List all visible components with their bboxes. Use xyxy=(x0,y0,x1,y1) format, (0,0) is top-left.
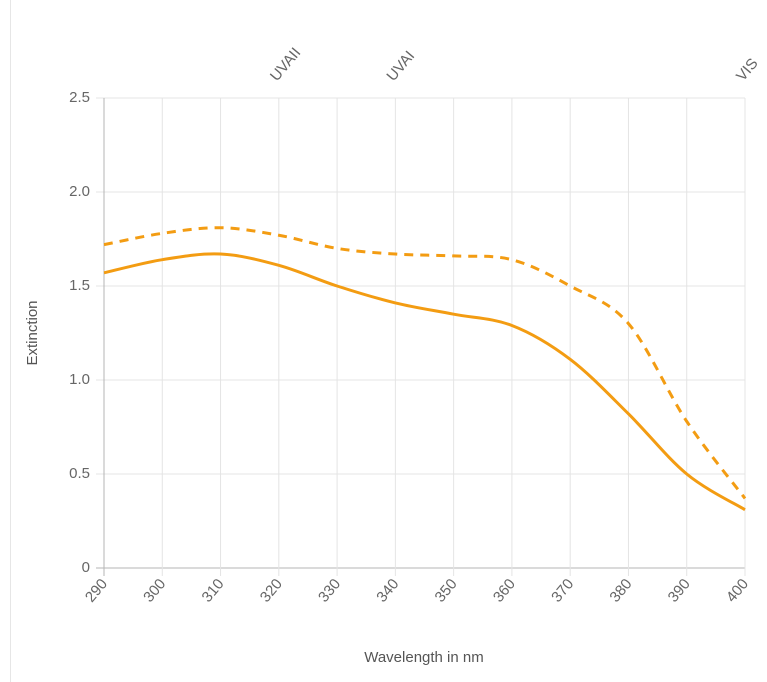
x-axis-ticks: 290 300 310 320 330 340 350 360 370 380 390 400 xyxy=(82,576,752,606)
y-tick-label: 1.5 xyxy=(69,277,90,294)
x-tick-label: 330 xyxy=(315,576,344,606)
x-tick-label: 380 xyxy=(606,576,635,606)
x-tick-label: 350 xyxy=(432,576,461,606)
y-tick-label: 1.0 xyxy=(69,371,90,388)
series-line-dashed xyxy=(103,226,747,500)
band-label: UVAI xyxy=(383,48,418,85)
y-tick-label: 2.5 xyxy=(69,89,90,106)
y-axis-ticks: 0 0.5 1.0 1.5 2.0 2.5 xyxy=(69,89,90,576)
y-tick-label: 2.0 xyxy=(69,183,90,200)
grid xyxy=(96,97,746,576)
x-tick-label: 320 xyxy=(257,576,286,606)
x-tick-label: 370 xyxy=(548,576,577,606)
x-tick-label: 360 xyxy=(490,576,519,606)
x-axis-title: Wavelength in nm xyxy=(364,649,484,666)
panel-border xyxy=(10,0,11,682)
series-lines xyxy=(103,226,747,512)
band-label: VIS xyxy=(733,55,762,84)
x-tick-label: 400 xyxy=(723,576,752,606)
x-tick-label: 300 xyxy=(140,576,169,606)
y-tick-label: 0 xyxy=(82,559,90,576)
x-tick-label: 310 xyxy=(198,576,227,606)
y-axis-title: Extinction xyxy=(24,300,41,365)
band-label: UVAII xyxy=(267,44,304,84)
series-line-solid xyxy=(103,252,746,512)
band-labels: UVAII UVAI VIS xyxy=(267,44,762,84)
x-tick-label: 340 xyxy=(373,576,402,606)
x-tick-label: 390 xyxy=(665,576,694,606)
y-tick-label: 0.5 xyxy=(69,465,90,482)
x-tick-label: 290 xyxy=(82,576,111,606)
